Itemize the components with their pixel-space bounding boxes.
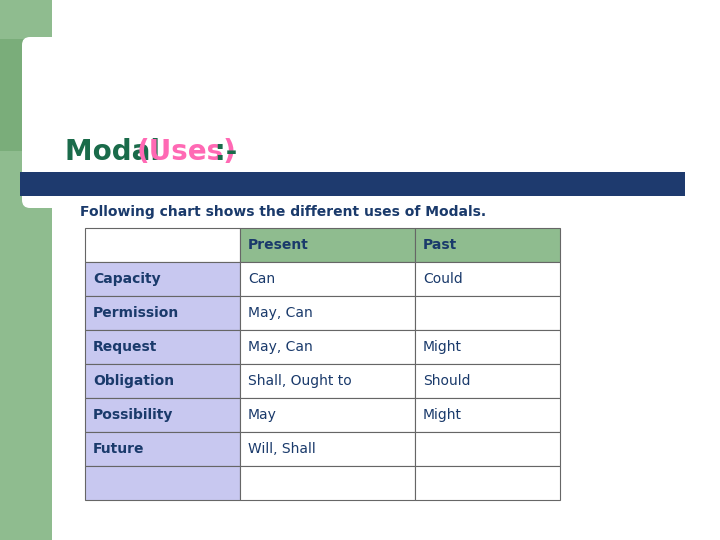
Text: Could: Could xyxy=(423,272,463,286)
Text: Can: Can xyxy=(248,272,275,286)
Bar xyxy=(240,398,415,432)
Bar xyxy=(0,0,52,540)
Bar xyxy=(240,296,415,330)
Text: Capacity: Capacity xyxy=(93,272,161,286)
Bar xyxy=(415,296,560,330)
Text: Should: Should xyxy=(423,374,470,388)
Bar xyxy=(85,296,240,330)
Text: Permission: Permission xyxy=(93,306,179,320)
Bar xyxy=(415,432,560,466)
Text: Modal: Modal xyxy=(65,138,170,166)
Bar xyxy=(85,432,240,466)
Bar xyxy=(85,262,240,296)
Text: (Uses): (Uses) xyxy=(137,138,237,166)
Bar xyxy=(415,228,560,262)
Text: Will, Shall: Will, Shall xyxy=(248,442,316,456)
Text: Request: Request xyxy=(93,340,158,354)
Bar xyxy=(240,364,415,398)
Bar xyxy=(240,262,415,296)
FancyBboxPatch shape xyxy=(22,37,148,208)
Text: Present: Present xyxy=(248,238,309,252)
Bar xyxy=(415,398,560,432)
Bar xyxy=(85,330,240,364)
Bar xyxy=(415,262,560,296)
Bar xyxy=(85,398,240,432)
Text: Future: Future xyxy=(93,442,145,456)
Text: May, Can: May, Can xyxy=(248,340,312,354)
Bar xyxy=(240,330,415,364)
FancyBboxPatch shape xyxy=(0,39,81,151)
Bar xyxy=(240,228,415,262)
Bar xyxy=(240,466,415,500)
Text: Might: Might xyxy=(423,408,462,422)
Text: :-: :- xyxy=(205,138,238,166)
Text: Obligation: Obligation xyxy=(93,374,174,388)
Text: Following chart shows the different uses of Modals.: Following chart shows the different uses… xyxy=(80,205,486,219)
Bar xyxy=(415,330,560,364)
Text: May: May xyxy=(248,408,277,422)
Text: Possibility: Possibility xyxy=(93,408,174,422)
Text: May, Can: May, Can xyxy=(248,306,312,320)
Bar xyxy=(415,364,560,398)
Bar xyxy=(85,364,240,398)
Bar xyxy=(240,432,415,466)
Text: Might: Might xyxy=(423,340,462,354)
Text: Past: Past xyxy=(423,238,457,252)
Text: Shall, Ought to: Shall, Ought to xyxy=(248,374,352,388)
Bar xyxy=(85,466,240,500)
Bar xyxy=(85,228,240,262)
Bar xyxy=(415,466,560,500)
Bar xyxy=(20,172,685,196)
